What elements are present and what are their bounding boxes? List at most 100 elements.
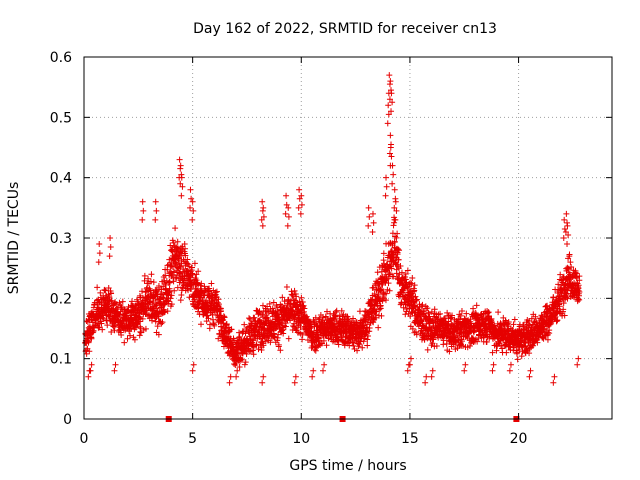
data-point bbox=[97, 289, 104, 296]
data-point bbox=[324, 308, 331, 315]
data-point bbox=[505, 318, 512, 325]
data-point bbox=[145, 275, 152, 282]
data-point bbox=[554, 317, 561, 324]
data-point bbox=[385, 102, 392, 109]
data-point bbox=[283, 192, 290, 199]
data-point bbox=[170, 268, 177, 275]
data-point bbox=[390, 273, 397, 280]
data-point bbox=[495, 309, 502, 316]
data-point bbox=[380, 250, 387, 257]
data-point bbox=[392, 198, 399, 205]
data-point bbox=[124, 335, 131, 342]
data-point bbox=[280, 330, 287, 337]
data-point bbox=[142, 289, 149, 296]
data-point bbox=[365, 333, 372, 340]
data-point bbox=[279, 327, 286, 334]
y-tick-label: 0.5 bbox=[50, 110, 72, 126]
data-point bbox=[191, 260, 198, 267]
data-point bbox=[154, 323, 161, 330]
data-point bbox=[274, 311, 281, 318]
data-point bbox=[370, 319, 377, 326]
data-point bbox=[574, 361, 581, 368]
data-point bbox=[384, 120, 391, 127]
data-point bbox=[260, 204, 267, 211]
data-point bbox=[293, 293, 300, 300]
data-point bbox=[412, 328, 419, 335]
data-point bbox=[107, 235, 114, 241]
data-point bbox=[243, 350, 250, 357]
data-point bbox=[344, 313, 351, 320]
data-point bbox=[376, 298, 383, 305]
data-point bbox=[83, 350, 90, 357]
data-point bbox=[283, 283, 290, 290]
data-point bbox=[397, 263, 404, 270]
data-point bbox=[117, 329, 124, 336]
data-point bbox=[184, 256, 191, 263]
data-point bbox=[300, 302, 307, 309]
data-point bbox=[459, 338, 466, 345]
data-point bbox=[189, 270, 196, 277]
data-point bbox=[389, 180, 396, 187]
data-point bbox=[424, 346, 431, 353]
data-point bbox=[87, 367, 94, 374]
data-point bbox=[526, 373, 533, 380]
x-tick-label: 0 bbox=[80, 431, 89, 447]
data-point bbox=[408, 280, 415, 287]
data-point bbox=[407, 279, 414, 286]
data-point bbox=[449, 312, 456, 319]
data-point bbox=[404, 267, 411, 274]
data-point bbox=[174, 284, 181, 291]
data-point bbox=[266, 300, 273, 307]
data-point bbox=[275, 343, 282, 350]
data-point bbox=[131, 336, 138, 343]
data-point bbox=[365, 222, 372, 229]
data-point bbox=[402, 270, 409, 277]
data-point bbox=[323, 342, 330, 349]
data-point bbox=[190, 361, 197, 368]
data-point bbox=[279, 294, 286, 301]
y-tick-label: 0.4 bbox=[50, 171, 72, 187]
data-point bbox=[138, 329, 145, 336]
data-point bbox=[170, 278, 177, 285]
data-point bbox=[563, 210, 570, 217]
data-point bbox=[394, 245, 401, 252]
data-point bbox=[408, 355, 415, 362]
data-point bbox=[155, 311, 162, 318]
data-point bbox=[108, 297, 115, 304]
data-point bbox=[320, 337, 327, 344]
data-point bbox=[386, 72, 393, 79]
data-point bbox=[440, 315, 447, 322]
data-point bbox=[259, 222, 266, 229]
data-point bbox=[299, 336, 306, 343]
data-point bbox=[95, 259, 102, 266]
data-point bbox=[249, 322, 256, 329]
data-point bbox=[298, 294, 305, 301]
data-point bbox=[149, 317, 156, 324]
data-point bbox=[395, 256, 402, 263]
data-point bbox=[198, 280, 205, 287]
data-point bbox=[152, 198, 159, 205]
data-point bbox=[376, 306, 383, 313]
data-point bbox=[421, 336, 428, 343]
data-point bbox=[94, 284, 101, 291]
data-point bbox=[383, 174, 390, 181]
data-point bbox=[332, 313, 339, 320]
data-point bbox=[251, 314, 258, 321]
data-point bbox=[400, 304, 407, 311]
data-point bbox=[108, 329, 115, 336]
data-point bbox=[112, 322, 119, 329]
data-point bbox=[493, 347, 500, 354]
data-point bbox=[208, 280, 215, 287]
data-point bbox=[250, 337, 257, 344]
data-point bbox=[85, 338, 92, 345]
data-point bbox=[182, 252, 189, 259]
data-point bbox=[429, 340, 436, 347]
data-point bbox=[366, 213, 373, 220]
data-point bbox=[215, 335, 222, 342]
data-point bbox=[119, 298, 126, 305]
data-point bbox=[167, 295, 174, 302]
data-point bbox=[253, 341, 260, 348]
data-point bbox=[437, 310, 444, 317]
data-point bbox=[498, 325, 505, 332]
data-point bbox=[556, 303, 563, 310]
